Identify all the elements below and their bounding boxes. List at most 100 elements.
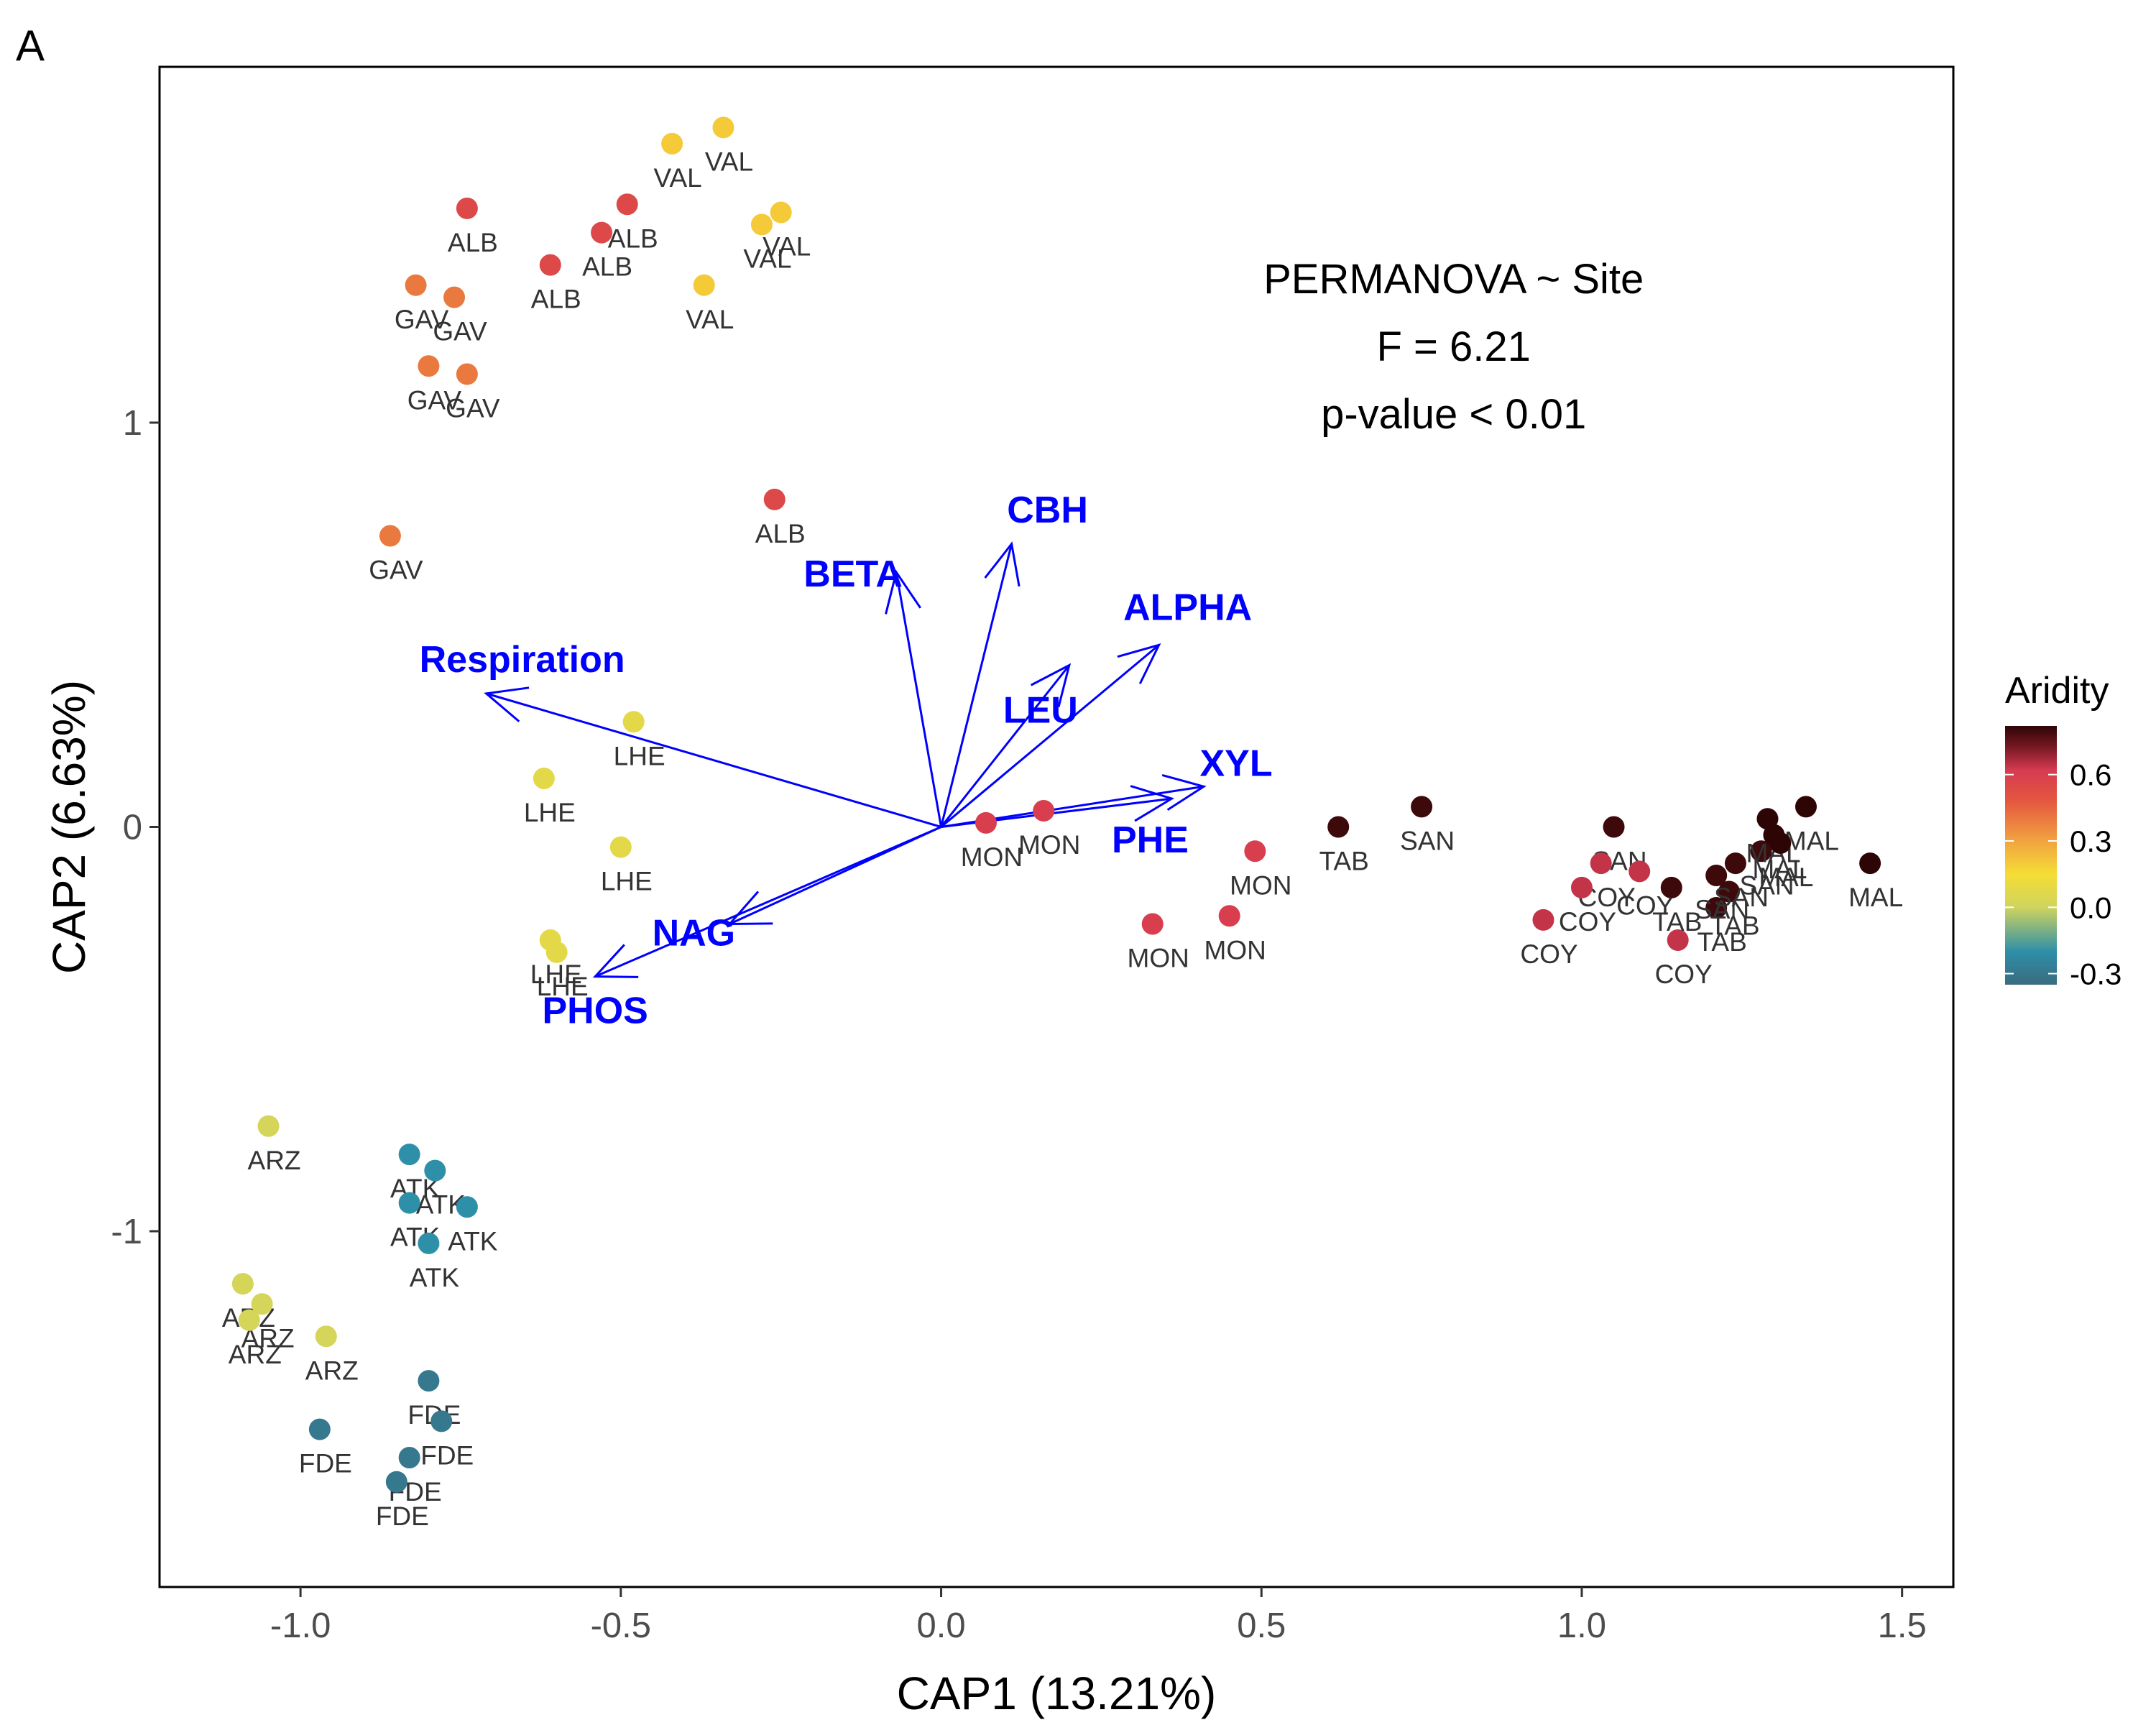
point-tab: [1705, 897, 1728, 919]
point-arz: [315, 1325, 337, 1348]
point-san: [1724, 852, 1746, 875]
point-label-mon: MON: [1018, 830, 1080, 860]
point-val: [750, 213, 773, 236]
point-tab: [1660, 876, 1682, 898]
point-label-gav: GAV: [446, 394, 500, 423]
point-coy: [1628, 860, 1651, 883]
vector-arrowhead-alpha: [1117, 643, 1161, 684]
point-label-lhe: LHE: [614, 741, 665, 770]
point-label-tab: TAB: [1319, 847, 1369, 876]
point-label-arz: ARZ: [305, 1356, 359, 1385]
point-label-coy: COY: [1655, 960, 1713, 989]
point-atk: [418, 1232, 440, 1254]
annotation-line: PERMANOVA ~ Site: [1263, 256, 1644, 303]
point-alb: [539, 254, 561, 276]
point-fde: [385, 1471, 407, 1493]
point-gav: [379, 525, 401, 547]
vector-label-cbh: CBH: [1007, 489, 1088, 531]
point-atk: [398, 1192, 420, 1214]
point-lhe: [545, 941, 568, 963]
point-label-val: VAL: [705, 147, 753, 176]
vector-line-cbh: [940, 543, 1013, 827]
point-coy: [1570, 876, 1593, 898]
point-mon: [1141, 913, 1164, 935]
point-lhe: [622, 711, 645, 733]
point-label-alb: ALB: [448, 228, 498, 257]
point-gav: [456, 363, 478, 385]
point-label-mon: MON: [1128, 944, 1189, 973]
legend-tick-label: -0.3: [2070, 957, 2122, 991]
vector-arrowhead-phe: [1130, 785, 1175, 822]
annotation-line: F = 6.21: [1376, 323, 1530, 370]
point-label-tab: TAB: [1710, 911, 1759, 941]
legend-title: Aridity: [2005, 670, 2109, 712]
plot-frame: [158, 65, 1955, 1588]
point-label-val: VAL: [763, 232, 811, 262]
point-gav: [418, 355, 440, 377]
x-tick-label: 0.0: [916, 1606, 965, 1645]
point-label-tab: TAB: [1697, 927, 1747, 957]
point-label-san: SAN: [1695, 895, 1749, 924]
point-val: [693, 274, 715, 296]
point-san: [1411, 796, 1433, 818]
vector-arrowhead-nag: [727, 891, 773, 926]
vector-arrowhead-phos: [592, 944, 639, 978]
aridity-legend: Aridity 0.6 0.3 0.0 -0.3: [2005, 670, 2122, 991]
point-label-arz: ARZ: [229, 1340, 282, 1369]
point-label-coy: COY: [1616, 891, 1674, 920]
point-val: [712, 116, 734, 139]
point-fde: [398, 1447, 420, 1468]
point-label-fde: FDE: [420, 1440, 474, 1470]
point-label-tab: TAB: [1652, 907, 1702, 937]
point-label-gav: GAV: [407, 385, 462, 415]
legend-tick-label: 0.6: [2070, 758, 2111, 792]
vector-arrowhead-respiration: [484, 686, 530, 722]
point-label-san: SAN: [1740, 870, 1795, 900]
vector-label-beta: BETA: [803, 553, 903, 595]
legend-tick-label: 0.0: [2070, 891, 2111, 924]
point-label-san: SAN: [1400, 826, 1455, 855]
point-label-lhe: LHE: [601, 867, 653, 896]
point-gav: [443, 286, 466, 308]
point-alb: [591, 221, 613, 244]
vector-line-phos: [594, 826, 942, 978]
x-tick-label: -0.5: [591, 1606, 651, 1645]
point-atk: [456, 1196, 478, 1218]
point-val: [661, 132, 683, 155]
vector-arrowhead-cbh: [984, 541, 1021, 587]
vector-line-alpha: [940, 644, 1160, 828]
point-mon: [1033, 800, 1055, 822]
point-label-coy: COY: [1520, 939, 1577, 969]
vector-line-leu: [940, 664, 1071, 828]
x-axis-title: CAP1 (13.21%): [897, 1668, 1217, 1719]
point-label-lhe: LHE: [530, 960, 582, 989]
point-lhe: [609, 836, 632, 858]
point-gav: [405, 274, 427, 296]
point-mal: [1756, 808, 1779, 830]
y-tick-label: 1: [123, 404, 142, 443]
point-arz: [251, 1293, 273, 1315]
axes: -1.0 -0.5 0.0 0.5 1.0 1.5 -1 0 1 CAP1 (13.21%) CAP…: [43, 404, 1927, 1719]
vector-line-respiration: [486, 692, 941, 828]
point-alb: [763, 488, 786, 510]
point-label-mal: MAL: [1784, 826, 1839, 855]
vector-label-respiration: Respiration: [420, 639, 625, 681]
point-atk: [424, 1159, 446, 1182]
point-label-val: VAL: [743, 244, 791, 273]
point-label-atk: ATK: [448, 1226, 498, 1256]
point-label-gav: GAV: [369, 556, 423, 585]
point-label-fde: FDE: [376, 1501, 429, 1531]
legend-color-bar: [2005, 726, 2057, 985]
legend-tick-label: 0.3: [2070, 824, 2111, 858]
point-label-val: VAL: [654, 163, 702, 193]
point-label-fde: FDE: [299, 1449, 352, 1478]
permanova-annotation: PERMANOVA ~ Site F = 6.21 p-value < 0.01: [1263, 256, 1644, 438]
point-label-alb: ALB: [608, 224, 658, 253]
x-tick-label: -1.0: [270, 1606, 331, 1645]
point-coy: [1590, 852, 1612, 875]
point-label-val: VAL: [686, 305, 734, 334]
annotation-line: p-value < 0.01: [1321, 391, 1586, 438]
y-axis-title: CAP2 (6.63%): [43, 680, 95, 974]
vector-label-nag: NAG: [653, 913, 736, 954]
